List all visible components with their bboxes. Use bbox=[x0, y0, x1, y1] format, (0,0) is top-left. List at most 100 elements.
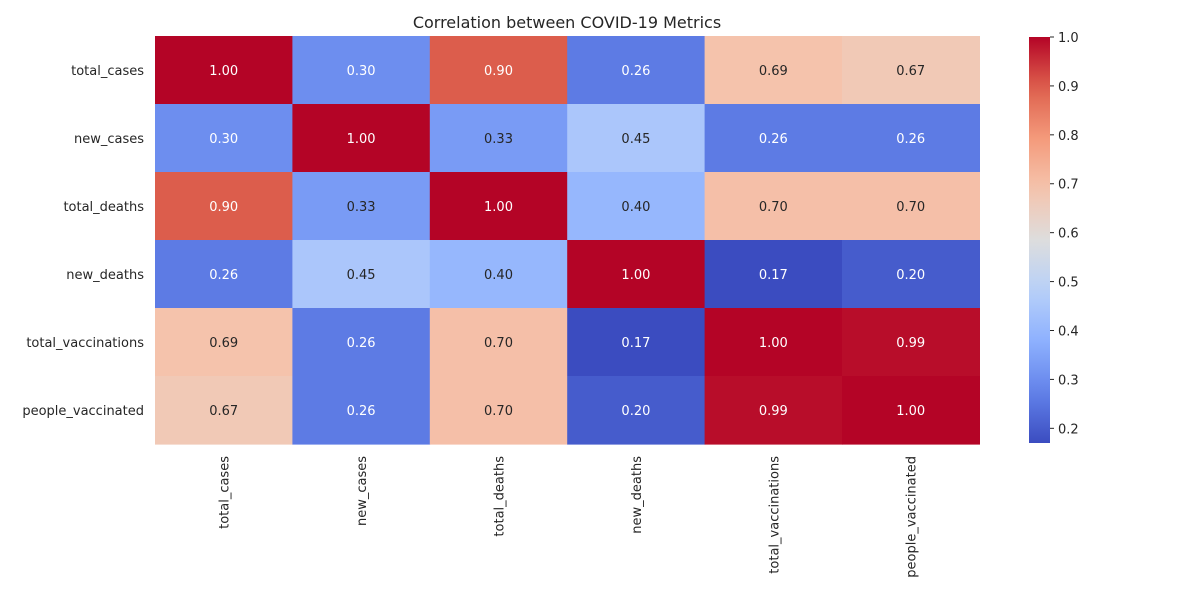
cell-value-label: 0.26 bbox=[759, 132, 788, 147]
cell-new_deaths-total_vaccinations bbox=[704, 240, 843, 309]
y-tick-label: new_cases bbox=[74, 132, 144, 147]
cell-value-label: 0.26 bbox=[347, 336, 376, 351]
cell-value-label: 0.20 bbox=[621, 404, 650, 419]
cell-value-label: 0.17 bbox=[621, 336, 650, 351]
y-tick-label: people_vaccinated bbox=[22, 404, 144, 419]
cell-value-label: 0.30 bbox=[347, 64, 376, 79]
colorbar-tick-label: 1.0 bbox=[1058, 31, 1079, 46]
cell-people_vaccinated-new_deaths bbox=[567, 376, 706, 445]
cell-total_deaths-total_cases bbox=[155, 172, 293, 241]
cell-value-label: 0.40 bbox=[484, 268, 513, 283]
cell-new_deaths-total_cases bbox=[155, 240, 293, 309]
cell-people_vaccinated-total_cases bbox=[155, 376, 293, 445]
y-tick-label: total_deaths bbox=[63, 200, 144, 215]
cell-total_vaccinations-people_vaccinated bbox=[842, 308, 980, 377]
cell-value-label: 0.69 bbox=[209, 336, 238, 351]
y-axis-labels: total_cases new_cases total_deaths new_deat… bbox=[22, 64, 144, 419]
cell-new_deaths-new_deaths bbox=[567, 240, 706, 309]
cell-value-label: 0.26 bbox=[896, 132, 925, 147]
cell-value-label: 1.00 bbox=[209, 64, 238, 79]
cell-value-label: 0.17 bbox=[759, 268, 788, 283]
colorbar-tick-label: 0.3 bbox=[1058, 373, 1079, 388]
cell-value-label: 0.45 bbox=[621, 132, 650, 147]
colorbar-tick-label: 0.7 bbox=[1058, 178, 1079, 193]
cell-value-label: 0.67 bbox=[896, 64, 925, 79]
cell-value-label: 1.00 bbox=[484, 200, 513, 215]
cell-total_vaccinations-total_vaccinations bbox=[704, 308, 843, 377]
cell-value-label: 0.20 bbox=[896, 268, 925, 283]
cell-value-label: 0.26 bbox=[347, 404, 376, 419]
cell-total_vaccinations-total_cases bbox=[155, 308, 293, 377]
colorbar-tick-label: 0.8 bbox=[1058, 129, 1079, 144]
cell-total_deaths-people_vaccinated bbox=[842, 172, 980, 241]
y-tick-label: total_vaccinations bbox=[26, 336, 144, 351]
cell-new_cases-new_cases bbox=[292, 104, 431, 173]
x-tick-label: total_cases bbox=[218, 456, 233, 529]
heatmap-cells: 1.00 0.30 0.90 0.26 0.69 0.67 0.30 1.00 0.33 0.45… bbox=[155, 36, 980, 445]
cell-value-label: 0.70 bbox=[484, 336, 513, 351]
cell-new_cases-people_vaccinated bbox=[842, 104, 980, 173]
cell-value-label: 0.33 bbox=[484, 132, 513, 147]
cell-value-label: 1.00 bbox=[896, 404, 925, 419]
cell-value-label: 0.30 bbox=[209, 132, 238, 147]
cell-total_cases-total_cases bbox=[155, 36, 293, 105]
cell-value-label: 0.67 bbox=[209, 404, 238, 419]
cell-total_cases-total_deaths bbox=[429, 36, 568, 105]
cell-new_deaths-people_vaccinated bbox=[842, 240, 980, 309]
cell-people_vaccinated-people_vaccinated bbox=[842, 376, 980, 445]
cell-total_vaccinations-new_deaths bbox=[567, 308, 706, 377]
cell-value-label: 1.00 bbox=[621, 268, 650, 283]
cell-value-label: 0.90 bbox=[209, 200, 238, 215]
cell-new_cases-total_vaccinations bbox=[704, 104, 843, 173]
cell-value-label: 0.26 bbox=[209, 268, 238, 283]
x-tick-label: total_vaccinations bbox=[767, 456, 782, 574]
cell-total_deaths-total_deaths bbox=[429, 172, 568, 241]
cell-new_deaths-new_cases bbox=[292, 240, 431, 309]
colorbar: 0.2 0.3 0.4 0.5 0.6 0.7 0.8 0.9 1.0 bbox=[1029, 31, 1079, 443]
cell-total_deaths-new_cases bbox=[292, 172, 431, 241]
cell-value-label: 0.45 bbox=[347, 268, 376, 283]
cell-total_deaths-total_vaccinations bbox=[704, 172, 843, 241]
colorbar-tick-label: 0.4 bbox=[1058, 324, 1079, 339]
cell-total_cases-new_cases bbox=[292, 36, 431, 105]
x-tick-label: new_deaths bbox=[630, 456, 645, 534]
cell-value-label: 0.69 bbox=[759, 64, 788, 79]
chart-title: Correlation between COVID-19 Metrics bbox=[413, 13, 721, 32]
cell-total_deaths-new_deaths bbox=[567, 172, 706, 241]
cell-value-label: 0.70 bbox=[484, 404, 513, 419]
cell-total_vaccinations-total_deaths bbox=[429, 308, 568, 377]
colorbar-tick-label: 0.2 bbox=[1058, 422, 1079, 437]
colorbar-tick-label: 0.5 bbox=[1058, 276, 1079, 291]
cell-people_vaccinated-total_deaths bbox=[429, 376, 568, 445]
x-tick-label: new_cases bbox=[355, 456, 370, 526]
cell-total_vaccinations-new_cases bbox=[292, 308, 431, 377]
cell-value-label: 0.99 bbox=[759, 404, 788, 419]
cell-people_vaccinated-total_vaccinations bbox=[704, 376, 843, 445]
cell-new_cases-total_deaths bbox=[429, 104, 568, 173]
cell-total_cases-people_vaccinated bbox=[842, 36, 980, 105]
x-tick-label: total_deaths bbox=[493, 456, 508, 537]
cell-value-label: 0.99 bbox=[896, 336, 925, 351]
cell-value-label: 1.00 bbox=[347, 132, 376, 147]
cell-people_vaccinated-new_cases bbox=[292, 376, 431, 445]
cell-value-label: 0.26 bbox=[621, 64, 650, 79]
x-tick-label: people_vaccinated bbox=[905, 456, 920, 578]
cell-total_cases-new_deaths bbox=[567, 36, 706, 105]
y-tick-label: total_cases bbox=[71, 64, 144, 79]
cell-value-label: 1.00 bbox=[759, 336, 788, 351]
y-tick-label: new_deaths bbox=[66, 268, 144, 283]
cell-value-label: 0.40 bbox=[621, 200, 650, 215]
cell-value-label: 0.70 bbox=[896, 200, 925, 215]
colorbar-gradient bbox=[1029, 37, 1050, 443]
cell-new_deaths-total_deaths bbox=[429, 240, 568, 309]
cell-value-label: 0.70 bbox=[759, 200, 788, 215]
cell-value-label: 0.90 bbox=[484, 64, 513, 79]
colorbar-tick-label: 0.6 bbox=[1058, 227, 1079, 242]
cell-new_cases-total_cases bbox=[155, 104, 293, 173]
cell-total_cases-total_vaccinations bbox=[704, 36, 843, 105]
colorbar-tick-label: 0.9 bbox=[1058, 80, 1079, 95]
cell-value-label: 0.33 bbox=[347, 200, 376, 215]
cell-new_cases-new_deaths bbox=[567, 104, 706, 173]
